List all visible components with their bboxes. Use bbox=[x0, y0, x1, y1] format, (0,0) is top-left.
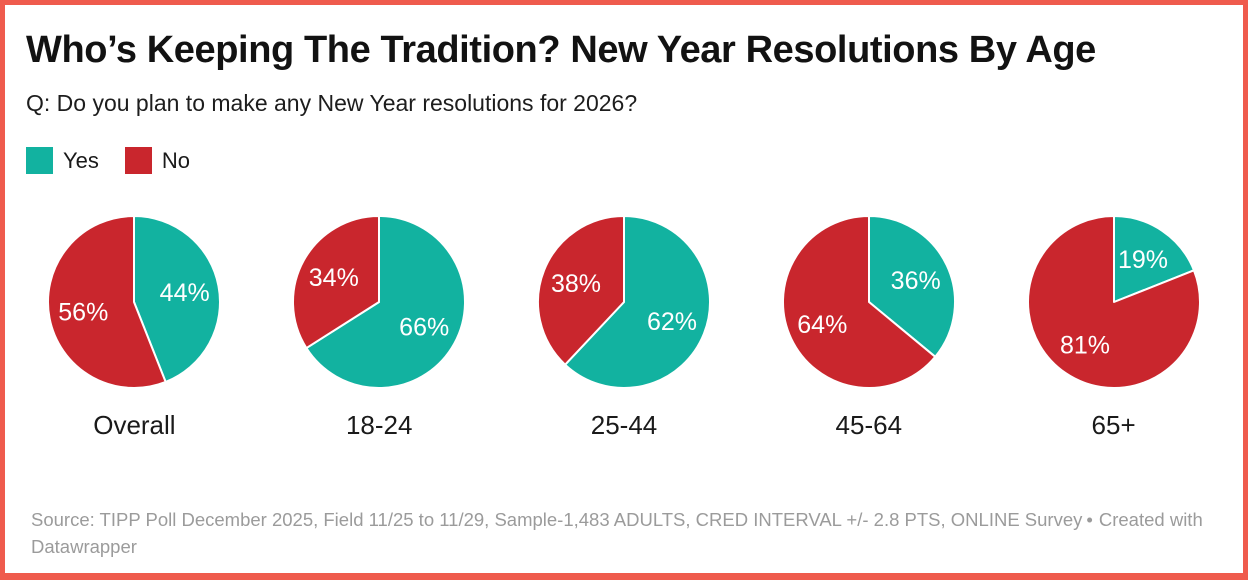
legend-label-no: No bbox=[161, 147, 191, 173]
pie-value-label-18-24-no: 34% bbox=[309, 264, 359, 292]
pie-slice-overall-yes bbox=[133, 215, 222, 384]
pie-group-25-44: 62% 38% 25-44 bbox=[502, 212, 747, 441]
pie-slice-45-64-yes bbox=[867, 215, 956, 358]
pie-group-65: 19% 81% 65+ bbox=[991, 212, 1236, 441]
pie-value-label-45-64-no: 64% bbox=[797, 311, 847, 339]
pie-value-label-45-64-yes: 36% bbox=[890, 267, 940, 295]
pie-group-45-64: 36% 64% 45-64 bbox=[746, 212, 991, 441]
pie-slice-65-no bbox=[1026, 215, 1201, 390]
pie-18-24: 66% 34% bbox=[292, 215, 467, 390]
source-note: Source: TIPP Poll December 2025, Field 1… bbox=[31, 509, 1083, 531]
pie-slice-45-64-no bbox=[781, 215, 937, 390]
chart-title: Who’s Keeping The Tradition? New Year Re… bbox=[26, 29, 1096, 71]
pie-category-label: 45-64 bbox=[835, 410, 903, 441]
pie-45-64: 36% 64% bbox=[781, 215, 956, 390]
chart-content: Who’s Keeping The Tradition? New Year Re… bbox=[5, 29, 1243, 441]
pie-value-label-65-no: 81% bbox=[1060, 332, 1110, 360]
pie-category-label: 18-24 bbox=[345, 410, 413, 441]
footer: Source: TIPP Poll December 2025, Field 1… bbox=[31, 507, 1217, 561]
pie-slice-25-44-no bbox=[537, 215, 625, 366]
pie-value-label-overall-no: 56% bbox=[59, 299, 109, 327]
attribution: Created with Datawrapper bbox=[31, 509, 1203, 558]
pie-25-44: 62% 38% bbox=[537, 215, 711, 390]
pie-group-overall: 44% 56% Overall bbox=[12, 212, 257, 441]
legend-label-yes: Yes bbox=[63, 147, 99, 173]
pie-value-label-25-44-no: 38% bbox=[551, 270, 601, 298]
pie-overall: 44% 56% bbox=[47, 215, 222, 390]
pie-value-label-25-44-yes: 62% bbox=[647, 308, 697, 336]
pie-chart-row: 44% 56% Overall 66% 34% 18-24 62% 38% 25-44 36% 64… bbox=[12, 212, 1236, 441]
legend-swatch-no bbox=[124, 147, 152, 175]
legend-item-no: No bbox=[124, 147, 191, 175]
pie-slice-65-yes bbox=[1112, 215, 1195, 304]
pie-value-label-overall-yes: 44% bbox=[160, 279, 210, 307]
pie-category-label: Overall bbox=[93, 410, 176, 441]
pie-category-label: 65+ bbox=[1091, 410, 1136, 441]
legend-item-yes: Yes bbox=[26, 147, 99, 175]
pie-value-label-18-24-yes: 66% bbox=[399, 314, 449, 342]
pie-group-18-24: 66% 34% 18-24 bbox=[257, 212, 502, 441]
pie-65: 19% 81% bbox=[1026, 215, 1201, 390]
pie-category-label: 25-44 bbox=[590, 410, 658, 441]
pie-slice-18-24-no bbox=[292, 215, 381, 350]
legend: Yes No bbox=[26, 147, 1222, 175]
footer-separator: • bbox=[1086, 509, 1093, 531]
pie-slice-overall-no bbox=[47, 215, 168, 390]
pie-slice-25-44-yes bbox=[564, 215, 711, 390]
pie-slice-18-24-yes bbox=[305, 215, 467, 390]
chart-subtitle: Q: Do you plan to make any New Year reso… bbox=[26, 89, 638, 116]
pie-value-label-65-yes: 19% bbox=[1118, 246, 1168, 274]
legend-swatch-yes bbox=[26, 147, 53, 175]
